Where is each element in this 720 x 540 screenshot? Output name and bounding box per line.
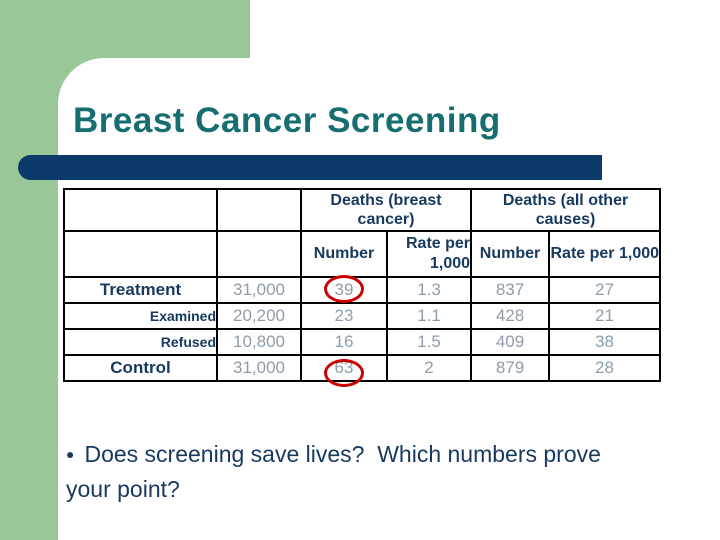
empty-header-cell bbox=[216, 188, 302, 232]
cell-treatment-other-number: 837 bbox=[470, 276, 551, 304]
subheader-rate-other: Rate per 1,000 bbox=[548, 230, 662, 278]
group-header-deaths-other-causes: Deaths (all other causes) bbox=[470, 188, 662, 232]
table-subheader-row: Number Rate per 1,000 Number Rate per 1,… bbox=[63, 230, 662, 278]
subheader-number-other: Number bbox=[470, 230, 551, 278]
screening-results-table: Deaths (breast cancer) Deaths (all other… bbox=[63, 188, 662, 382]
cell-treatment-other-rate: 27 bbox=[548, 276, 662, 304]
cell-control-number-total: 31,000 bbox=[216, 354, 302, 382]
cell-examined-other-number: 428 bbox=[470, 302, 551, 330]
cell-refused-other-number: 409 bbox=[470, 328, 551, 356]
cell-examined-breast-rate: 1.1 bbox=[385, 302, 473, 330]
empty-header-cell bbox=[216, 230, 302, 278]
cell-refused-other-rate: 38 bbox=[548, 328, 662, 356]
empty-header-cell bbox=[63, 188, 218, 232]
cell-refused-breast-rate: 1.5 bbox=[385, 328, 473, 356]
row-label-treatment: Treatment bbox=[63, 276, 218, 304]
cell-examined-number-total: 20,200 bbox=[216, 302, 302, 330]
cell-treatment-number-total: 31,000 bbox=[216, 276, 302, 304]
table-group-header-row: Deaths (breast cancer) Deaths (all other… bbox=[63, 188, 662, 232]
bullet-text-line1: Does screening save lives? Which numbers… bbox=[84, 441, 601, 467]
row-label-refused: Refused bbox=[63, 328, 218, 356]
bullet-text-line2: your point? bbox=[66, 476, 180, 502]
cell-examined-other-rate: 21 bbox=[548, 302, 662, 330]
title-divider-bar bbox=[18, 155, 602, 180]
empty-header-cell bbox=[63, 230, 218, 278]
row-label-control: Control bbox=[63, 354, 218, 382]
table-row-treatment: Treatment 31,000 39 1.3 837 27 bbox=[63, 276, 662, 304]
cell-control-other-number: 879 bbox=[470, 354, 551, 382]
bullet-question: ● Does screening save lives? Which number… bbox=[66, 438, 666, 505]
cell-refused-number-total: 10,800 bbox=[216, 328, 302, 356]
bullet-icon: ● bbox=[66, 446, 75, 462]
row-label-examined: Examined bbox=[63, 302, 218, 330]
cell-treatment-breast-rate: 1.3 bbox=[385, 276, 473, 304]
red-circle-annotation-39 bbox=[324, 275, 364, 303]
cell-control-breast-rate: 2 bbox=[385, 354, 473, 382]
cell-control-other-rate: 28 bbox=[548, 354, 662, 382]
group-header-deaths-breast-cancer: Deaths (breast cancer) bbox=[299, 188, 473, 232]
red-circle-annotation-63 bbox=[324, 359, 364, 387]
subheader-number-breast: Number bbox=[300, 230, 388, 278]
subheader-rate-breast: Rate per 1,000 bbox=[385, 230, 473, 278]
cell-examined-breast-number: 23 bbox=[300, 302, 388, 330]
slide-title: Breast Cancer Screening bbox=[73, 101, 501, 140]
table-row-examined: Examined 20,200 23 1.1 428 21 bbox=[63, 302, 662, 330]
table-row-refused: Refused 10,800 16 1.5 409 38 bbox=[63, 328, 662, 356]
cell-refused-breast-number: 16 bbox=[300, 328, 388, 356]
